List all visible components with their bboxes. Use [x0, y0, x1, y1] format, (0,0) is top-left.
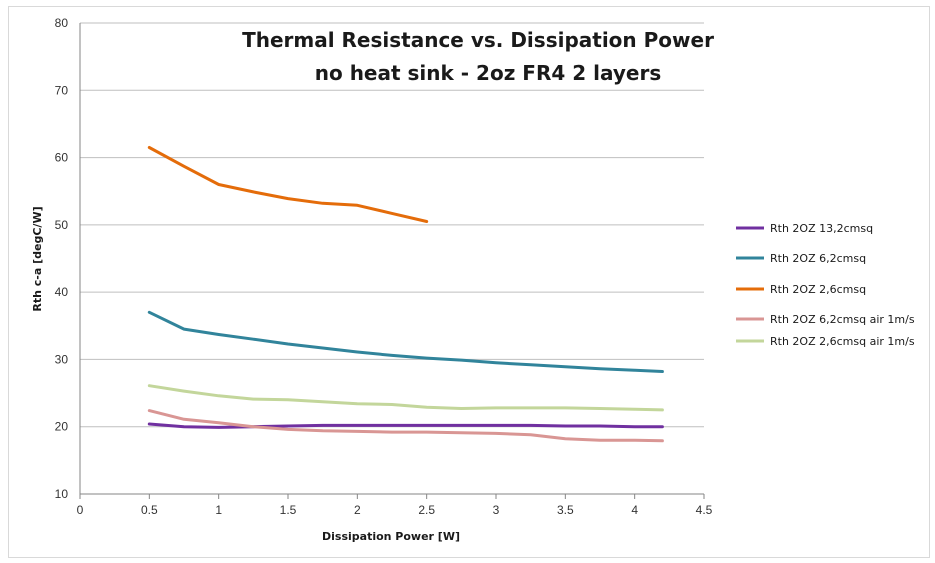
chart-title-line-1: Thermal Resistance vs. Dissipation Power	[242, 28, 714, 52]
x-tick-label: 1	[215, 503, 222, 517]
legend-label-5: Rth 2OZ 2,6cmsq air 1m/s	[770, 335, 915, 348]
y-tick-label: 30	[55, 352, 69, 366]
series-line-4	[147, 409, 664, 443]
x-tick-label: 2	[354, 503, 361, 517]
y-tick-label: 60	[55, 151, 69, 165]
y-tick-label: 10	[55, 487, 69, 501]
legend: Rth 2OZ 13,2cmsq Rth 2OZ 6,2cmsq Rth 2OZ 2…	[736, 222, 915, 348]
series-line-5	[147, 384, 664, 412]
axes: 10 20 30 40 50 60 70 80 0 0.5 1 1.5 2 2.5 3 3.5 4 4.5	[55, 16, 713, 517]
chart-text: Thermal Resistance vs. Dissipation Power…	[31, 28, 714, 543]
y-tick-label: 80	[55, 16, 69, 30]
gridlines	[80, 22, 704, 495]
series-lines	[147, 146, 664, 443]
y-tick-label: 40	[55, 285, 69, 299]
x-tick-label: 0.5	[141, 503, 158, 517]
legend-label-4: Rth 2OZ 6,2cmsq air 1m/s	[770, 313, 915, 326]
x-tick-label: 4.5	[696, 503, 713, 517]
x-tick-label: 4	[631, 503, 638, 517]
legend-label-2: Rth 2OZ 6,2cmsq	[770, 252, 866, 265]
legend-label-3: Rth 2OZ 2,6cmsq	[770, 283, 866, 296]
y-axis-label: Rth c-a [degC/W]	[31, 206, 44, 311]
x-tick-label: 3	[493, 503, 500, 517]
x-tick-label: 0	[77, 503, 84, 517]
x-tick-label: 1.5	[280, 503, 297, 517]
x-tick-label: 2.5	[418, 503, 435, 517]
x-tick-label: 3.5	[557, 503, 574, 517]
y-tick-label: 50	[55, 218, 69, 232]
legend-label-1: Rth 2OZ 13,2cmsq	[770, 222, 873, 235]
y-tick-label: 70	[55, 83, 69, 97]
series-line-1	[147, 422, 664, 429]
series-line-2	[147, 310, 664, 373]
chart-frame	[8, 6, 930, 558]
y-tick-label: 20	[55, 420, 69, 434]
series-line-3	[147, 146, 429, 223]
x-axis-label: Dissipation Power [W]	[322, 530, 460, 543]
chart-title-line-2: no heat sink - 2oz FR4 2 layers	[315, 61, 661, 85]
